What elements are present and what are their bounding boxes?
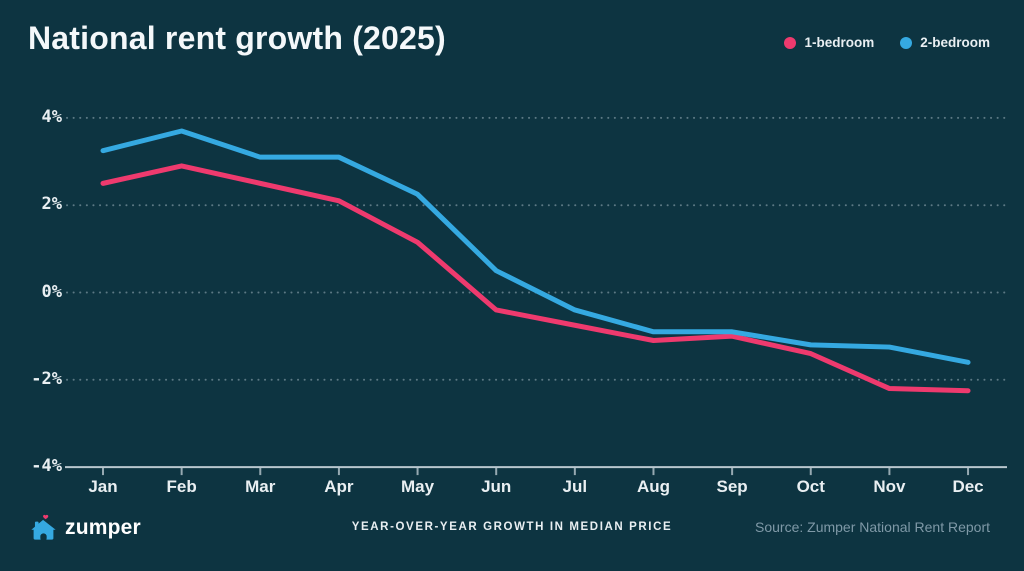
x-tick-label: Oct	[796, 477, 825, 496]
x-tick-label: Dec	[952, 477, 984, 496]
heart-icon	[43, 514, 49, 520]
2-bedroom-dot-icon	[900, 36, 913, 49]
x-tick-label: Jun	[481, 477, 512, 496]
x-tick-label: Jul	[562, 477, 588, 496]
line-1-bedroom	[100, 163, 971, 394]
house-door	[40, 533, 47, 542]
y-tick-label: 4%	[41, 106, 62, 127]
page-title: National rent growth (2025)	[28, 20, 446, 56]
y-tick-label: -4%	[31, 456, 62, 477]
x-tick-label: Feb	[166, 477, 197, 496]
y-tick-label: 0%	[41, 281, 62, 302]
legend-item-1-bedroom: 1-bedroom	[784, 35, 874, 50]
source-attribution: Source: Zumper National Rent Report	[755, 519, 990, 535]
x-tick-label: Jan	[88, 477, 118, 496]
legend-item-2-bedroom: 2-bedroom	[900, 35, 990, 50]
legend-label-2-bedroom: 2-bedroom	[920, 35, 990, 50]
x-tick-label: May	[401, 477, 435, 496]
legend: 1-bedroom 2-bedroom	[784, 35, 990, 50]
x-tick-label: Nov	[873, 477, 906, 496]
chart-caption: YEAR-OVER-YEAR GROWTH IN MEDIAN PRICE	[351, 521, 673, 533]
house-icon	[31, 514, 56, 542]
zumper-logo: zumper	[30, 513, 141, 542]
legend-label-1-bedroom: 1-bedroom	[804, 35, 875, 50]
y-tick-label: 2%	[41, 194, 62, 215]
1-bedroom-dot-icon	[784, 36, 797, 49]
y-tick-label: -2%	[31, 368, 62, 389]
x-tick-label: Mar	[245, 477, 276, 496]
x-tick-label: Sep	[716, 477, 748, 496]
x-tick-label: Aug	[636, 477, 670, 496]
line-2-bedroom	[100, 128, 971, 365]
brand-name: zumper	[65, 515, 141, 539]
x-tick-label: Apr	[324, 477, 354, 496]
